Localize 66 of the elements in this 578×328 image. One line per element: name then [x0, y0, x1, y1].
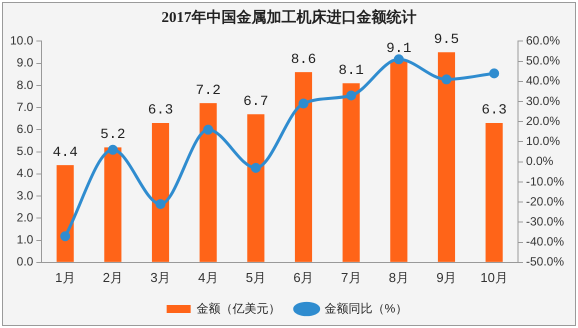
data-label: 6.7: [243, 94, 268, 110]
data-label: 6.3: [148, 102, 174, 119]
legend-label: 金额（亿美元）: [196, 301, 281, 316]
y-tick-label: 10.0: [10, 34, 34, 48]
bar: [294, 72, 312, 262]
point: [250, 162, 261, 173]
bar: [438, 52, 456, 262]
data-label: 9.5: [434, 32, 460, 48]
y2-tick-label: 10.0%: [526, 134, 560, 148]
data-label: 7.2: [196, 82, 221, 99]
y-tick-label: 9.0: [16, 56, 34, 70]
x-tick-label: 7月: [341, 270, 362, 285]
y-tick-label: 4.0: [16, 166, 34, 180]
x-tick-label: 8月: [388, 270, 409, 285]
y2-tick-label: -30.0%: [526, 214, 564, 228]
bar: [56, 165, 74, 262]
data-label: 9.1: [386, 40, 412, 57]
y2-tick-label: 60.0%: [526, 34, 560, 48]
x-tick-label: 3月: [150, 270, 171, 285]
y-tick-label: 6.0: [16, 122, 34, 136]
y-tick-label: 8.0: [16, 78, 34, 92]
bar: [104, 147, 122, 262]
y2-tick-label: 30.0%: [526, 94, 560, 108]
y2-tick-label: -20.0%: [526, 194, 564, 208]
y-tick-label: 2.0: [16, 210, 34, 224]
point: [203, 124, 214, 135]
y2-tick-label: -50.0%: [526, 254, 564, 269]
bar: [247, 114, 264, 262]
data-label: 4.4: [52, 144, 78, 161]
y-tick-label: 3.0: [16, 188, 34, 202]
y-tick-label: 5.0: [16, 144, 34, 158]
x-tick-label: 2月: [102, 270, 123, 285]
x-tick-label: 6月: [293, 270, 314, 285]
data-label: 8.6: [290, 52, 316, 68]
legend-label: 金额同比（%）: [324, 301, 408, 316]
y2-tick-label: 50.0%: [526, 54, 560, 68]
bar: [152, 123, 170, 262]
point: [156, 199, 166, 210]
point: [298, 98, 308, 109]
bar: [342, 83, 360, 262]
data-label: 5.2: [100, 127, 126, 144]
y-tick-label: 7.0: [16, 100, 34, 114]
point: [346, 90, 356, 100]
bar: [200, 103, 217, 262]
point: [489, 68, 500, 78]
x-tick-label: 5月: [246, 270, 266, 285]
x-tick-label: 1月: [55, 270, 76, 285]
point: [108, 144, 118, 155]
x-tick-label: 9月: [436, 270, 457, 285]
point: [441, 74, 452, 84]
y-tick-label: 1.0: [16, 232, 34, 247]
y-tick-label: 0.0: [16, 254, 34, 269]
bar: [486, 123, 503, 262]
data-label: 6.3: [482, 102, 507, 119]
x-tick-label: 10月: [480, 270, 508, 285]
chart-title: 2017年中国金属加工机床进口金额统计: [160, 8, 418, 27]
point: [60, 231, 70, 242]
y2-tick-label: -10.0%: [526, 174, 564, 188]
y2-tick-label: 0.0%: [526, 154, 554, 168]
bar: [390, 61, 408, 262]
point: [394, 54, 404, 64]
x-tick-label: 4月: [198, 270, 218, 285]
y2-tick-label: 20.0%: [526, 114, 560, 128]
data-label: 8.1: [338, 62, 364, 79]
y2-tick-label: 40.0%: [526, 74, 560, 88]
y2-tick-label: -40.0%: [526, 234, 564, 249]
